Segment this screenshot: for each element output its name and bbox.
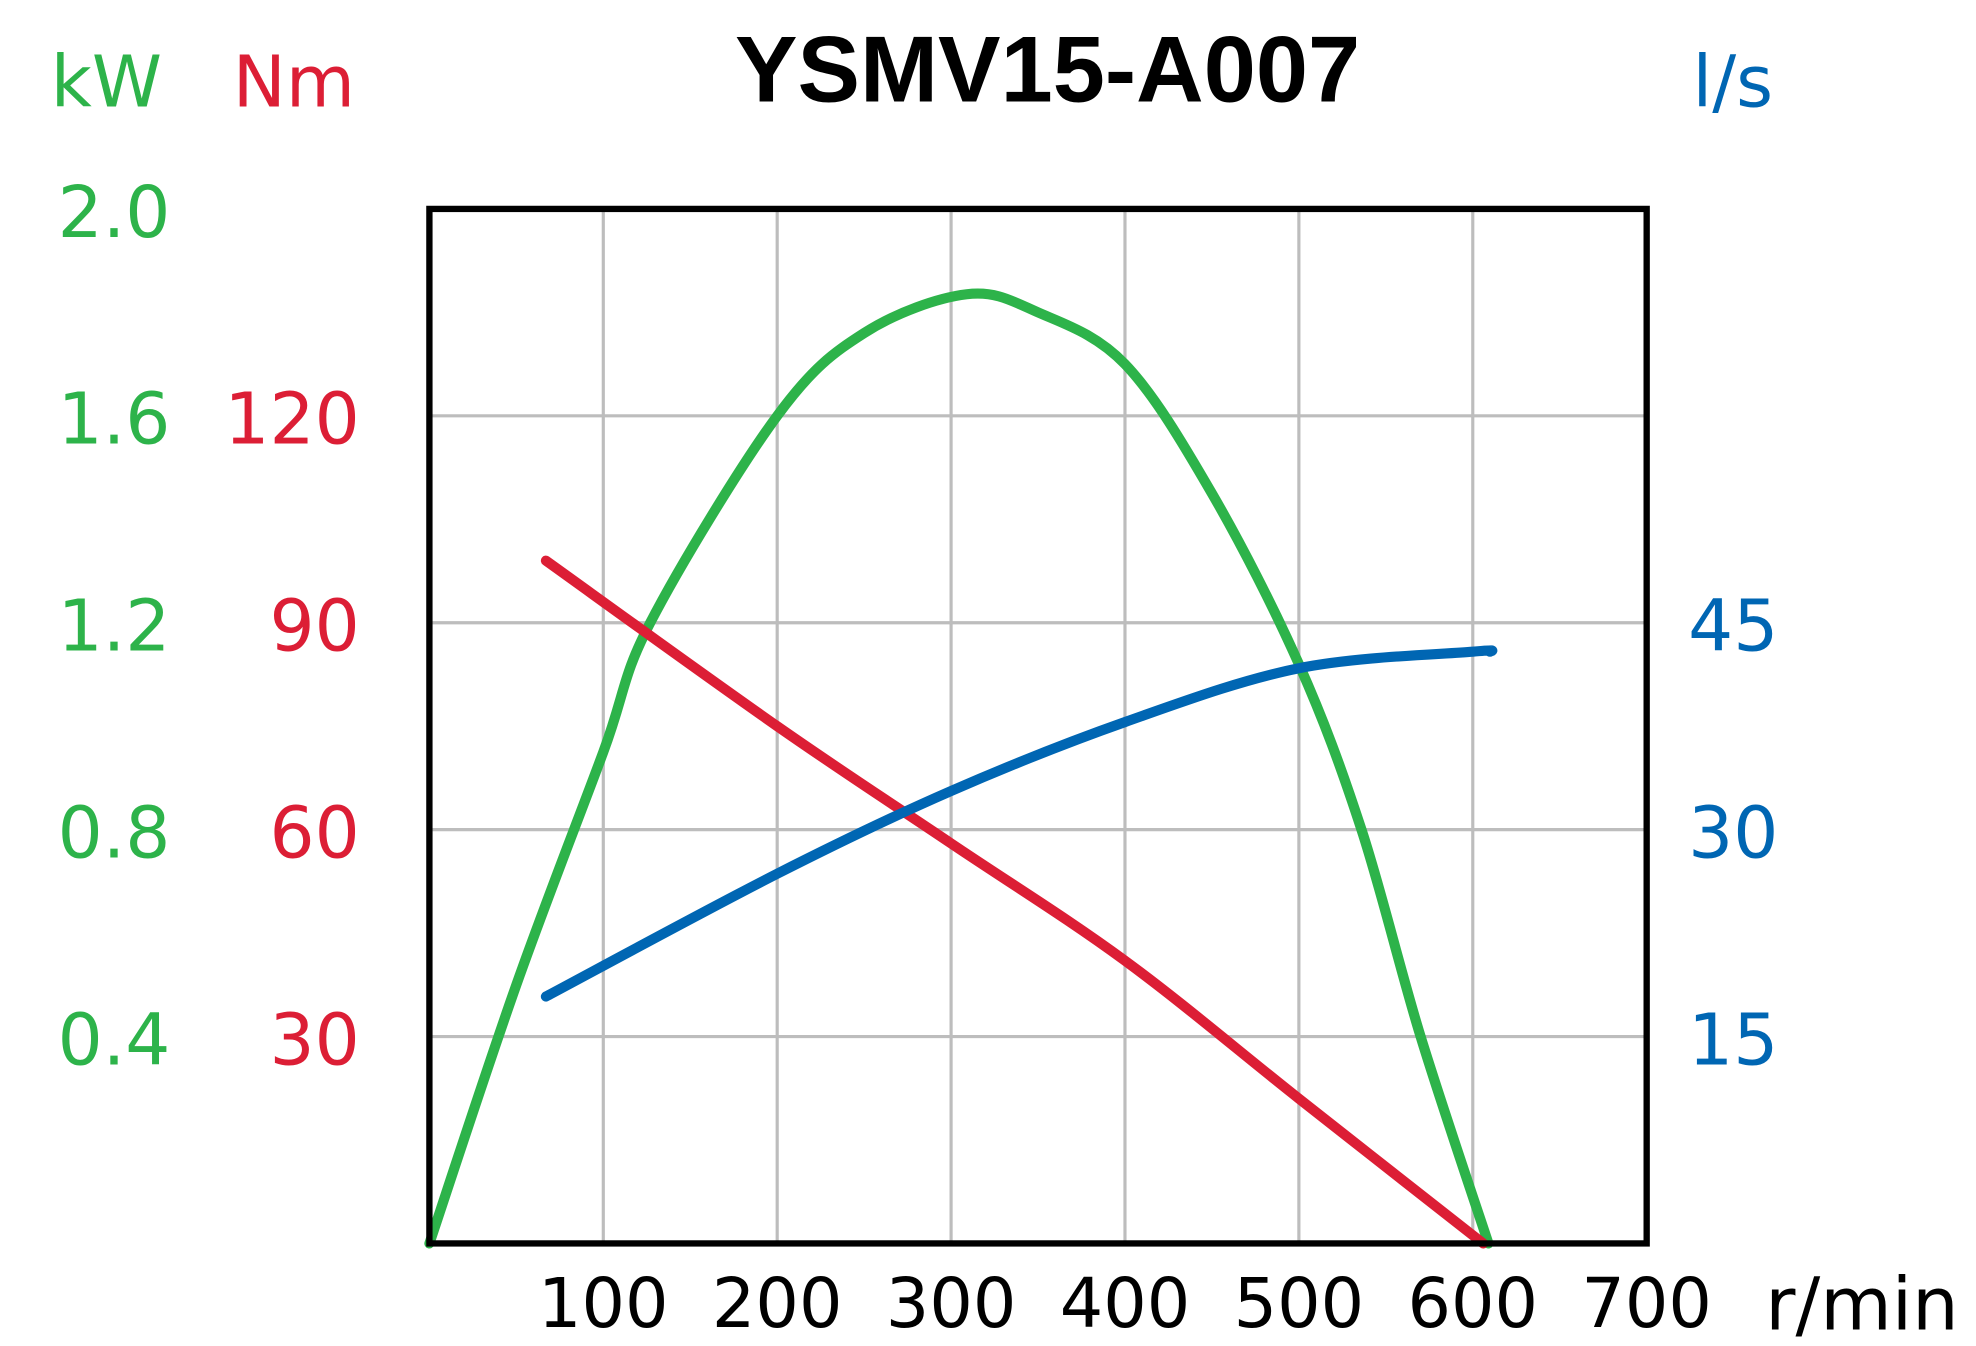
- nm-tick-label: 90: [269, 585, 359, 668]
- x-tick-label: 300: [886, 1265, 1017, 1344]
- kw-axis-label: kW: [51, 40, 162, 123]
- kw-tick-label: 2.0: [58, 171, 171, 254]
- x-tick-label: 500: [1234, 1265, 1365, 1344]
- kw-tick-label: 1.2: [58, 585, 171, 668]
- series-line-flow: [540, 645, 1498, 1002]
- kw-tick-label: 1.6: [58, 378, 171, 461]
- nm-tick-label: 120: [224, 378, 359, 461]
- nm-tick-label: 30: [269, 998, 359, 1081]
- x-axis-label: r/min: [1765, 1263, 1958, 1346]
- nm-axis-label: Nm: [233, 40, 355, 123]
- plot-frame: [426, 205, 1650, 1247]
- x-tick-label: 600: [1408, 1265, 1539, 1344]
- nm-tick-label: 60: [269, 792, 359, 875]
- series-line-torque: [540, 555, 1489, 1249]
- kw-tick-label: 0.4: [58, 998, 171, 1081]
- series-line-power: [424, 288, 1494, 1249]
- x-tick-label: 700: [1581, 1265, 1712, 1344]
- x-tick-label: 200: [712, 1265, 843, 1344]
- ls-tick-label: 45: [1688, 585, 1778, 668]
- ls-tick-label: 15: [1688, 998, 1778, 1081]
- ls-tick-label: 30: [1688, 792, 1778, 875]
- kw-tick-label: 0.8: [58, 792, 171, 875]
- x-tick-label: 100: [538, 1265, 669, 1344]
- ls-axis-label: l/s: [1693, 40, 1774, 123]
- chart-title: YSMV15-A007: [735, 16, 1360, 121]
- x-tick-label: 400: [1060, 1265, 1191, 1344]
